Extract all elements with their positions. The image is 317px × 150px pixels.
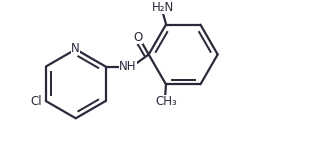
Text: Cl: Cl <box>30 94 42 108</box>
Text: N: N <box>71 42 80 55</box>
Text: NH: NH <box>119 60 137 73</box>
Text: O: O <box>134 31 143 44</box>
Text: H₂N: H₂N <box>152 1 174 14</box>
Text: CH₃: CH₃ <box>155 94 177 108</box>
